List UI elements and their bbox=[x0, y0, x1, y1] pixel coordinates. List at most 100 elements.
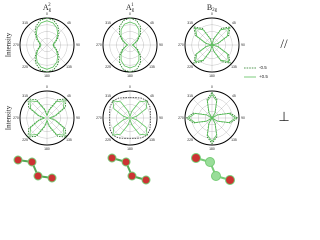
angle-tick-label: 90 bbox=[159, 116, 163, 120]
angle-tick-label: 225 bbox=[22, 138, 28, 142]
series-line bbox=[119, 17, 141, 73]
angle-tick-label: 90 bbox=[159, 43, 163, 47]
series-line bbox=[112, 100, 148, 136]
angular-grid-line bbox=[110, 117, 131, 138]
angle-tick-label: 45 bbox=[67, 94, 71, 98]
angle-tick-label: 225 bbox=[187, 65, 193, 69]
angle-tick-label: 90 bbox=[241, 116, 245, 120]
angle-tick-label: 135 bbox=[149, 138, 155, 142]
title-superscript: 2 bbox=[48, 3, 51, 8]
angular-grid-line bbox=[110, 98, 131, 119]
angle-tick-label: 315 bbox=[187, 94, 193, 98]
legend-label: +0.5 bbox=[259, 74, 268, 79]
series-line bbox=[194, 27, 230, 63]
atom bbox=[121, 157, 131, 167]
angular-grid-line bbox=[192, 25, 213, 46]
title-base: A bbox=[43, 3, 49, 12]
atom bbox=[127, 171, 137, 181]
plot-title: B2g bbox=[207, 3, 218, 13]
atom bbox=[47, 173, 57, 183]
angle-tick-label: 315 bbox=[22, 21, 28, 25]
series-line bbox=[109, 97, 151, 139]
structure-2 bbox=[107, 153, 151, 185]
atom bbox=[33, 171, 43, 181]
angle-tick-label: 90 bbox=[241, 43, 245, 47]
title-superscript: 1 bbox=[131, 3, 134, 8]
angular-grid-line bbox=[129, 44, 150, 65]
atom bbox=[211, 171, 221, 181]
angle-tick-label: 45 bbox=[232, 21, 236, 25]
atom bbox=[225, 175, 235, 185]
angular-grid-line bbox=[46, 44, 67, 65]
angle-tick-label: 180 bbox=[209, 74, 215, 78]
angular-grid-line bbox=[46, 117, 67, 138]
angle-tick-label: 315 bbox=[187, 21, 193, 25]
title-base: B bbox=[207, 3, 212, 12]
angular-grid-line bbox=[27, 25, 48, 46]
structure-1 bbox=[13, 155, 57, 183]
series-line bbox=[29, 100, 65, 136]
atom bbox=[205, 157, 215, 167]
angular-grid-line bbox=[46, 25, 67, 46]
atom bbox=[141, 175, 151, 185]
angle-tick-label: 0 bbox=[129, 85, 131, 89]
atom bbox=[13, 155, 23, 165]
angle-tick-label: 315 bbox=[105, 94, 111, 98]
atom bbox=[107, 153, 117, 163]
angle-tick-label: 45 bbox=[67, 21, 71, 25]
angular-grid-line bbox=[192, 44, 213, 65]
angle-tick-label: 270 bbox=[178, 116, 184, 120]
angle-tick-label: 225 bbox=[105, 65, 111, 69]
angular-grid-line bbox=[110, 25, 131, 46]
angle-tick-label: 135 bbox=[231, 138, 237, 142]
angular-grid-line bbox=[27, 117, 48, 138]
atom bbox=[191, 153, 201, 163]
angular-grid-line bbox=[110, 44, 131, 65]
angle-tick-label: 45 bbox=[150, 94, 154, 98]
angle-tick-label: 90 bbox=[76, 116, 80, 120]
angle-tick-label: 270 bbox=[178, 43, 184, 47]
angular-grid-line bbox=[192, 98, 213, 119]
polar-plot: 0 45 90 135 180 225 270 315 bbox=[178, 85, 245, 151]
angle-tick-label: 270 bbox=[96, 116, 102, 120]
polarization-label: // bbox=[280, 36, 288, 51]
angle-tick-label: 225 bbox=[22, 65, 28, 69]
plot-title: Ag2 bbox=[43, 3, 52, 13]
series-line bbox=[187, 93, 237, 143]
angle-tick-label: 225 bbox=[187, 138, 193, 142]
title-base: A bbox=[126, 3, 132, 12]
series-line bbox=[120, 21, 140, 69]
structure-3 bbox=[191, 153, 235, 185]
angular-grid-line bbox=[211, 98, 232, 119]
angle-tick-label: 180 bbox=[209, 147, 215, 151]
angle-tick-label: 0 bbox=[46, 12, 48, 16]
angle-tick-label: 270 bbox=[13, 116, 19, 120]
angle-tick-label: 135 bbox=[231, 65, 237, 69]
angle-tick-label: 180 bbox=[127, 74, 133, 78]
polar-plot: 0 45 90 135 180 225 270 315 Ag1 bbox=[96, 3, 163, 78]
angle-tick-label: 270 bbox=[13, 43, 19, 47]
angular-grid-line bbox=[192, 117, 213, 138]
angle-tick-label: 0 bbox=[211, 12, 213, 16]
angle-tick-label: 0 bbox=[46, 85, 48, 89]
angle-tick-label: 270 bbox=[96, 43, 102, 47]
angular-grid-line bbox=[27, 44, 48, 65]
angular-grid-line bbox=[211, 25, 232, 46]
series-line bbox=[35, 20, 59, 70]
angular-grid-line bbox=[211, 44, 232, 65]
angle-tick-label: 225 bbox=[105, 138, 111, 142]
angle-tick-label: 180 bbox=[44, 74, 50, 78]
polar-plot: 0 45 90 135 180 225 270 315 bbox=[96, 85, 163, 151]
angle-tick-label: 180 bbox=[44, 147, 50, 151]
angle-tick-label: 0 bbox=[211, 85, 213, 89]
series-line bbox=[34, 17, 60, 73]
angular-grid-line bbox=[129, 117, 150, 138]
plot-title: Ag1 bbox=[126, 3, 135, 13]
angle-tick-label: 315 bbox=[22, 94, 28, 98]
angle-tick-label: 0 bbox=[129, 12, 131, 16]
angle-tick-label: 135 bbox=[66, 138, 72, 142]
angular-grid-line bbox=[211, 117, 232, 138]
angle-tick-label: 135 bbox=[66, 65, 72, 69]
y-axis-label: Intensity bbox=[5, 105, 13, 130]
